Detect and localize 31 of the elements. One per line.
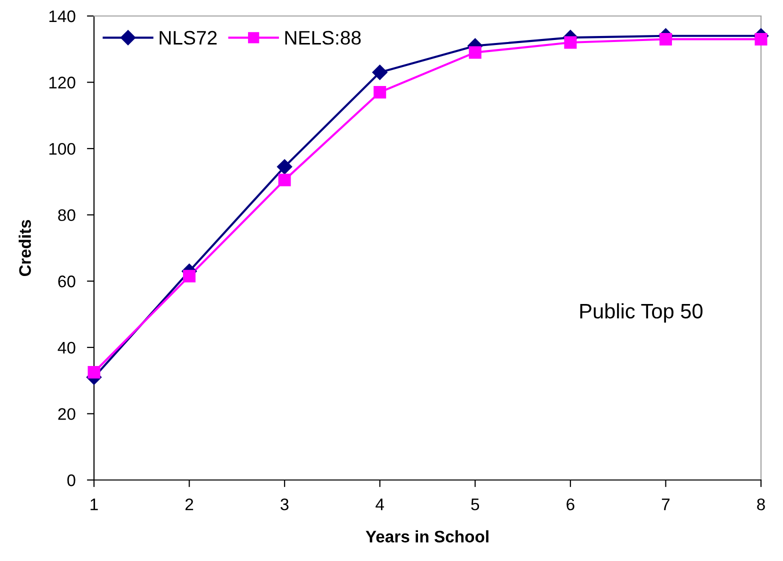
point: [754, 32, 768, 46]
x-tick-label: 7: [662, 498, 670, 510]
y-tick-label: 100: [49, 142, 76, 155]
point: [374, 86, 386, 98]
y-tick-label: 20: [58, 408, 76, 420]
x-tick-label: 3: [280, 498, 288, 510]
x-tick-label: 5: [471, 498, 480, 510]
x-tick-label: 6: [566, 498, 574, 510]
point: [183, 270, 196, 282]
y-tick-label: 80: [58, 209, 76, 222]
annotation: Public Top 50: [580, 303, 702, 323]
point: [564, 36, 577, 49]
x-tick-label: 2: [185, 498, 194, 510]
x-tick-label: 8: [757, 498, 765, 510]
y-tick-label: 0: [67, 474, 76, 486]
x-axis-title: Years in School: [366, 530, 488, 542]
y-tick-label: 140: [49, 10, 76, 22]
point: [278, 174, 291, 186]
y-tick-label: 40: [58, 342, 76, 354]
point: [468, 46, 482, 59]
point: [372, 64, 388, 80]
y-tick-label: 60: [58, 276, 76, 288]
point: [659, 32, 672, 46]
y-axis-title: Credits: [18, 220, 31, 276]
x-tick-label: 4: [376, 498, 384, 510]
y-tick-label: 120: [49, 76, 76, 88]
legend-label: NELS:88: [285, 30, 361, 45]
point: [88, 366, 100, 379]
legend-label: NLS72: [160, 30, 217, 45]
x-tick-label: 1: [90, 498, 98, 510]
point: [277, 159, 292, 174]
